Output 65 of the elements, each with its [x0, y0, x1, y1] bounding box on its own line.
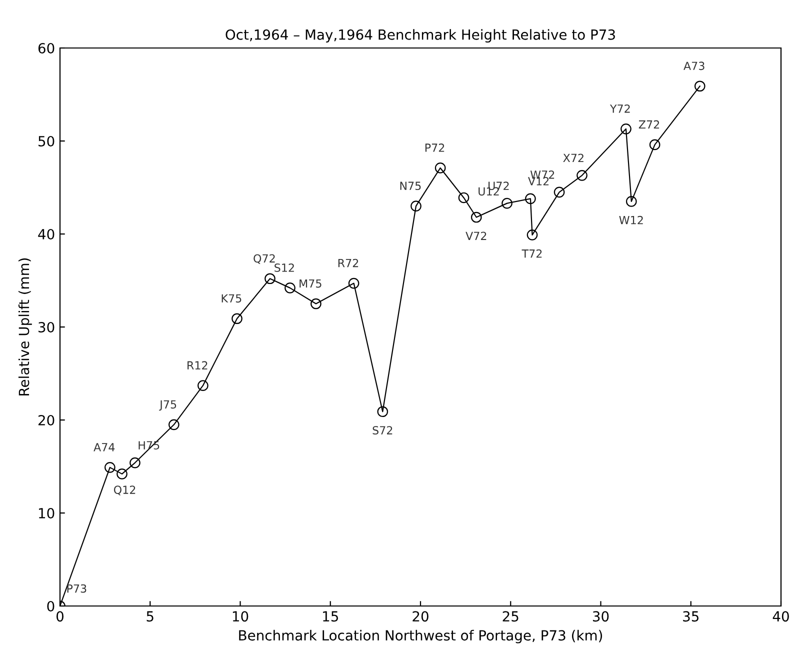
annotation: Q12 — [114, 486, 136, 496]
annotation: Z72 — [638, 120, 660, 129]
annotation: R12 — [188, 361, 208, 370]
annotation: S72 — [372, 426, 392, 434]
x-tick-label: 35 — [683, 611, 698, 622]
y-tick-label: 40 — [38, 228, 54, 240]
point — [458, 192, 470, 204]
point — [526, 230, 538, 240]
y-tick-label: 10 — [38, 508, 54, 518]
point — [694, 80, 706, 92]
point — [470, 212, 482, 223]
point — [502, 198, 512, 209]
annotation: N75 — [400, 182, 421, 190]
y-tick-label: 50 — [38, 136, 54, 146]
point — [377, 406, 388, 418]
point — [576, 170, 588, 181]
point — [198, 380, 208, 392]
annotation: J75 — [159, 400, 176, 411]
point — [410, 200, 422, 212]
x-tick-label: 25 — [502, 611, 518, 622]
annotation: V12 — [528, 176, 549, 186]
point — [525, 193, 536, 204]
annotation: R72 — [338, 258, 358, 268]
x-tick-label: 15 — [323, 611, 338, 622]
x-tick-label: 20 — [412, 611, 428, 622]
x-tick-label: 5 — [146, 611, 154, 622]
point — [232, 313, 242, 324]
annotation: M75 — [300, 279, 322, 288]
annotation: P72 — [425, 144, 444, 152]
annotation: A73 — [684, 62, 704, 70]
point — [168, 419, 180, 430]
x-tick-label: 30 — [592, 611, 609, 622]
x-axis-title: Benchmark Location Northwest of Portage, P73 (km) — [239, 630, 602, 644]
annotation: W72 — [530, 170, 554, 179]
point — [130, 457, 140, 468]
y-axis-title: Relative Uplift (mm) — [18, 258, 32, 396]
point — [434, 162, 446, 174]
point — [116, 468, 128, 480]
point — [626, 196, 637, 207]
annotation: S12 — [274, 263, 294, 272]
annotation: Y72 — [610, 104, 630, 113]
y-tick-label: 20 — [38, 414, 54, 426]
annotation: A74 — [94, 443, 115, 452]
annotation: X72 — [563, 154, 584, 162]
point — [264, 273, 276, 284]
annotation: V72 — [466, 232, 486, 240]
annotation: P73 — [67, 584, 86, 593]
y-tick-label: 30 — [38, 322, 54, 332]
x-tick-label: 40 — [772, 611, 789, 622]
annotation: T72 — [522, 249, 542, 258]
annotation: K75 — [222, 294, 242, 303]
x-tick-label: 10 — [232, 611, 248, 622]
point — [310, 298, 322, 310]
point — [348, 278, 360, 289]
x-tick-label: 0 — [56, 611, 64, 622]
point — [620, 123, 632, 134]
point — [104, 462, 116, 473]
y-tick-label: 60 — [38, 42, 54, 54]
annotation: W12 — [619, 216, 643, 224]
point — [649, 139, 660, 150]
annotation: Q72 — [254, 254, 275, 264]
point — [554, 186, 565, 198]
y-tick-label: 0 — [47, 600, 54, 612]
point — [284, 282, 296, 294]
chart-title: Oct,1964 – May,1964 Benchmark Height Relative to P73 — [226, 29, 615, 43]
